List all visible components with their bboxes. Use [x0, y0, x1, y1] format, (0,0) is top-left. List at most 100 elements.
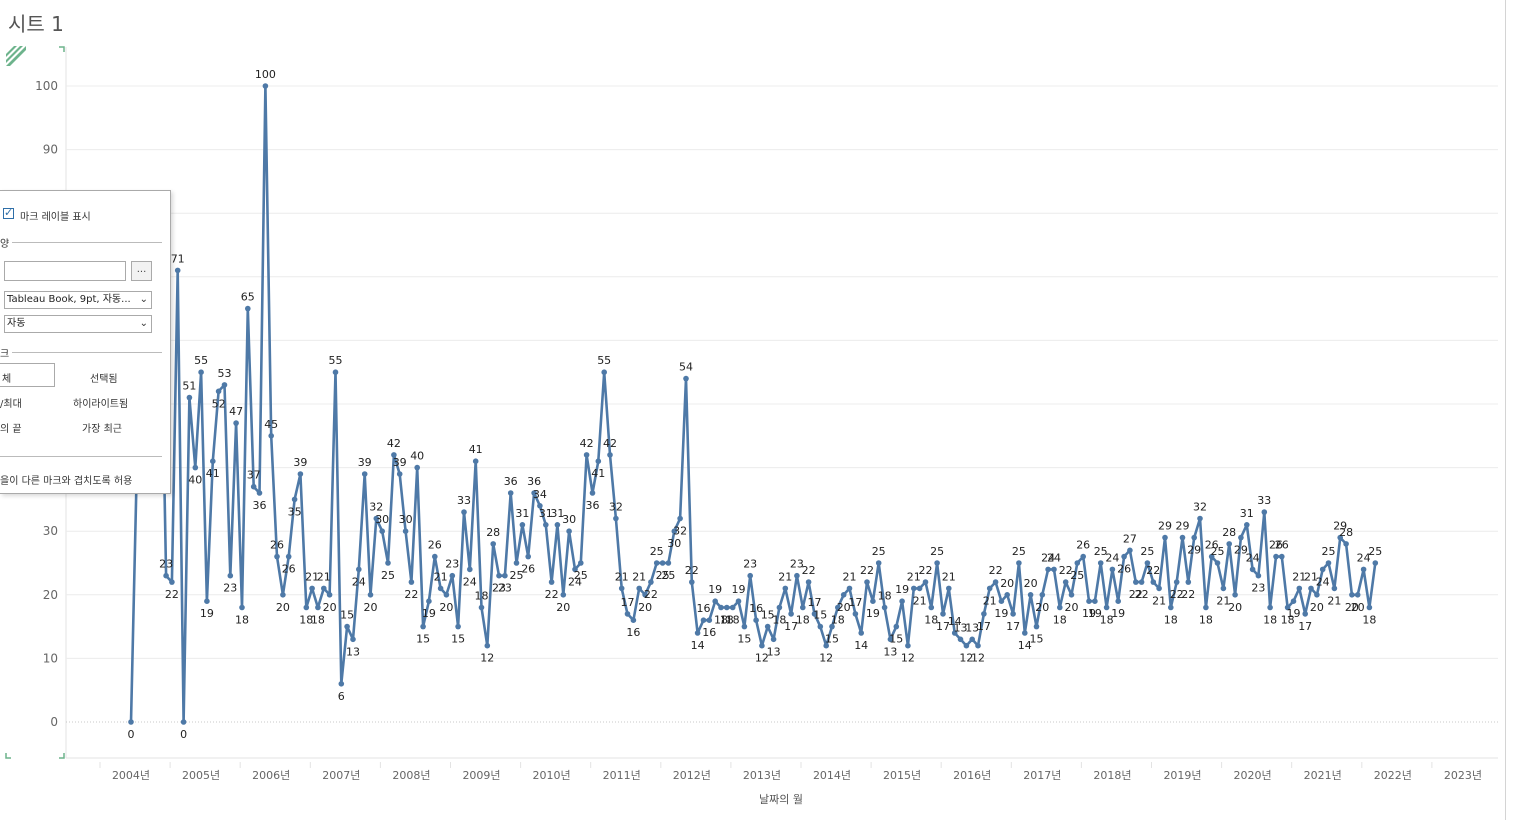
data-point[interactable] [531, 490, 537, 496]
data-point[interactable] [1279, 553, 1285, 560]
data-point[interactable] [981, 611, 987, 617]
data-point[interactable] [291, 496, 298, 503]
data-point[interactable] [1185, 579, 1192, 585]
data-point[interactable] [700, 617, 707, 623]
data-point[interactable] [957, 636, 964, 643]
data-point[interactable] [735, 598, 742, 604]
data-point[interactable] [1208, 553, 1215, 560]
data-point[interactable] [525, 553, 531, 560]
data-point[interactable] [128, 719, 134, 725]
data-point[interactable] [1191, 534, 1197, 541]
alignment-dropdown[interactable]: 자동 ⌄ [4, 315, 152, 333]
data-point[interactable] [245, 305, 251, 312]
data-point[interactable] [951, 630, 958, 636]
data-point[interactable] [396, 471, 403, 477]
data-point[interactable] [1220, 585, 1227, 592]
data-point[interactable] [1156, 585, 1162, 592]
data-point[interactable] [414, 464, 421, 471]
data-point[interactable] [385, 560, 391, 566]
data-point[interactable] [186, 394, 193, 401]
data-point[interactable] [268, 433, 275, 439]
data-point[interactable] [829, 623, 835, 630]
data-point[interactable] [1296, 585, 1303, 592]
data-point[interactable] [677, 515, 683, 522]
data-point[interactable] [881, 604, 888, 611]
data-point[interactable] [589, 490, 596, 496]
data-point[interactable] [1121, 553, 1127, 560]
data-point[interactable] [560, 592, 567, 598]
data-point[interactable] [326, 592, 333, 598]
data-point[interactable] [986, 585, 993, 592]
data-point[interactable] [940, 611, 946, 617]
data-point[interactable] [1045, 566, 1051, 573]
data-point[interactable] [893, 623, 900, 630]
data-point[interactable] [916, 585, 923, 592]
data-point[interactable] [1308, 585, 1314, 592]
data-point[interactable] [496, 572, 502, 579]
data-point[interactable] [659, 560, 666, 566]
data-point[interactable] [391, 452, 397, 458]
data-point[interactable] [706, 617, 713, 623]
data-point[interactable] [724, 604, 730, 611]
data-point[interactable] [1068, 592, 1075, 598]
data-point[interactable] [1057, 604, 1063, 611]
data-point[interactable] [1203, 604, 1209, 611]
data-point[interactable] [852, 611, 859, 617]
data-point[interactable] [192, 464, 199, 471]
data-point[interactable] [356, 566, 362, 573]
data-point[interactable] [1086, 598, 1092, 604]
data-point[interactable] [946, 585, 952, 592]
data-point[interactable] [543, 522, 549, 528]
data-point[interactable] [1214, 560, 1221, 566]
data-point[interactable] [519, 522, 526, 528]
data-point[interactable] [315, 604, 321, 611]
data-point[interactable] [665, 560, 672, 566]
data-point[interactable] [285, 553, 292, 560]
data-point[interactable] [455, 623, 461, 630]
data-point[interactable] [1097, 560, 1104, 566]
data-point[interactable] [648, 579, 654, 585]
data-point[interactable] [467, 566, 473, 573]
data-point[interactable] [998, 598, 1005, 604]
data-point[interactable] [1360, 566, 1367, 573]
data-point[interactable] [642, 592, 648, 598]
data-point[interactable] [1284, 604, 1291, 611]
data-point[interactable] [1144, 560, 1151, 566]
data-point[interactable] [712, 598, 718, 604]
data-point[interactable] [1016, 560, 1022, 566]
data-point[interactable] [840, 592, 847, 598]
data-point[interactable] [163, 572, 169, 579]
data-point[interactable] [1004, 592, 1010, 598]
data-point[interactable] [1062, 579, 1069, 585]
data-point[interactable] [566, 528, 572, 534]
data-point[interactable] [1197, 515, 1203, 522]
data-point[interactable] [180, 719, 187, 725]
data-point[interactable] [1343, 541, 1349, 547]
data-point[interactable] [928, 604, 935, 611]
data-point[interactable] [1331, 585, 1338, 592]
data-point[interactable] [1319, 566, 1326, 573]
data-point[interactable] [963, 642, 970, 649]
data-point[interactable] [753, 617, 759, 623]
data-point[interactable] [1261, 509, 1268, 515]
option-min-max[interactable]: /최대 [0, 399, 22, 410]
data-point[interactable] [373, 515, 380, 522]
data-point[interactable] [1051, 566, 1057, 573]
data-point[interactable] [1249, 566, 1256, 573]
data-point[interactable] [233, 420, 239, 426]
data-point[interactable] [788, 611, 794, 617]
data-point[interactable] [747, 572, 753, 579]
data-point[interactable] [1033, 623, 1040, 630]
data-point[interactable] [729, 604, 736, 611]
data-point[interactable] [607, 452, 613, 458]
data-point[interactable] [1168, 604, 1174, 611]
data-point[interactable] [805, 579, 812, 585]
data-point[interactable] [613, 515, 619, 522]
data-point[interactable] [782, 585, 789, 592]
data-point[interactable] [718, 604, 724, 611]
data-point[interactable] [408, 579, 415, 585]
data-point[interactable] [367, 592, 374, 598]
data-point[interactable] [911, 585, 917, 592]
data-point[interactable] [379, 528, 386, 534]
